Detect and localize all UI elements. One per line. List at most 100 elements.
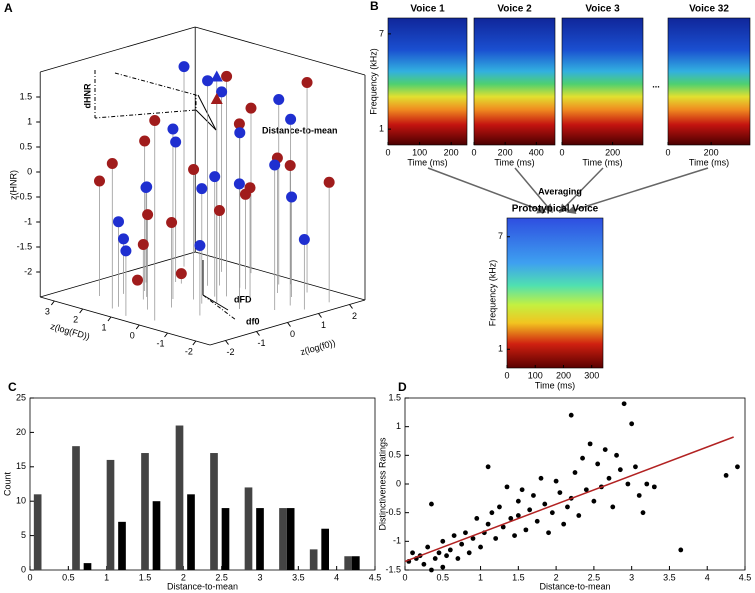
y-tick xyxy=(287,322,291,327)
bar xyxy=(321,528,329,570)
x-tick-label: 4.5 xyxy=(739,572,752,582)
point xyxy=(508,516,514,521)
point xyxy=(166,217,178,228)
x-tick-label: 2 xyxy=(73,314,78,324)
bar xyxy=(309,549,318,570)
point xyxy=(534,518,540,524)
point xyxy=(410,550,415,556)
bar xyxy=(244,487,253,570)
point xyxy=(542,501,548,507)
bar xyxy=(286,508,295,570)
point xyxy=(644,481,650,487)
point xyxy=(447,547,453,553)
spectrogram-image xyxy=(561,17,644,146)
point xyxy=(565,504,570,510)
panel-title: Voice 2 xyxy=(497,4,532,15)
point xyxy=(444,553,449,559)
box-edge xyxy=(40,26,196,73)
panel-label: B xyxy=(370,0,379,13)
bar xyxy=(344,556,352,570)
point xyxy=(239,188,251,200)
bar xyxy=(118,521,126,570)
x-tick-label: 1.5 xyxy=(139,572,152,582)
y-axis-label: Frequency (kHz) xyxy=(368,48,378,115)
point xyxy=(285,113,297,125)
bar xyxy=(141,453,149,570)
x-tick-label: 0 xyxy=(27,572,32,582)
bar xyxy=(256,508,264,570)
point xyxy=(421,561,427,567)
point xyxy=(531,493,536,498)
y-axis-label: z(log(f0)) xyxy=(299,338,336,358)
point xyxy=(497,504,502,510)
x-tick-label: 2 xyxy=(181,572,186,582)
point xyxy=(621,401,627,407)
point xyxy=(440,538,446,544)
point xyxy=(233,178,245,190)
point xyxy=(196,183,208,195)
point xyxy=(636,493,642,498)
point xyxy=(617,467,623,473)
point xyxy=(523,527,529,533)
point xyxy=(113,216,124,228)
spectrogram-image xyxy=(506,217,604,369)
prototype-marker xyxy=(210,70,223,82)
point xyxy=(213,205,225,216)
x-tick-label: 0.5 xyxy=(437,572,450,582)
point xyxy=(678,547,684,553)
point xyxy=(723,473,729,478)
point xyxy=(504,484,510,490)
point xyxy=(139,135,151,147)
y-tick xyxy=(256,331,260,336)
y-tick-label: -0.5 xyxy=(385,507,401,517)
x-tick-label: 4.5 xyxy=(369,572,382,582)
point xyxy=(233,118,245,130)
x-tick-label: 1 xyxy=(478,572,483,582)
point xyxy=(245,102,257,114)
point xyxy=(132,274,144,286)
point xyxy=(451,533,457,538)
point xyxy=(606,475,612,481)
point xyxy=(735,464,740,470)
point xyxy=(323,176,335,188)
annotation: Distance-to-mean xyxy=(262,125,338,135)
bar xyxy=(152,501,161,570)
x-tick xyxy=(107,316,112,322)
point xyxy=(141,181,153,193)
x-tick-label: 200 xyxy=(556,370,571,380)
point xyxy=(221,70,233,82)
point xyxy=(301,77,313,88)
x-axis-label: Time (ms) xyxy=(494,157,534,167)
arrows xyxy=(427,167,709,215)
point xyxy=(175,268,187,280)
x-tick-label: 300 xyxy=(584,370,599,380)
bar xyxy=(187,494,195,570)
x-tick-label: 3 xyxy=(45,306,50,316)
x-tick-label: 200 xyxy=(444,147,459,157)
y-tick-label: -1.5 xyxy=(385,564,401,574)
x-tick-label: 0 xyxy=(504,370,509,380)
point xyxy=(455,556,461,561)
point xyxy=(515,513,521,518)
point xyxy=(142,209,154,221)
point xyxy=(234,127,246,139)
x-tick xyxy=(79,308,84,314)
annotation: df0 xyxy=(246,316,260,326)
y-tick-label: 5 xyxy=(21,530,26,540)
point xyxy=(440,564,446,570)
y-axis-label: Distinctiveness Ratings xyxy=(377,437,387,531)
point xyxy=(614,452,619,458)
point xyxy=(557,490,563,495)
point xyxy=(610,504,616,510)
ellipsis: ... xyxy=(652,79,660,89)
y-tick-label: 0.5 xyxy=(388,450,401,460)
point xyxy=(194,240,206,251)
point xyxy=(561,521,567,527)
x-tick xyxy=(135,324,140,330)
y-tick-label: -1 xyxy=(393,536,401,546)
point xyxy=(425,544,431,550)
point xyxy=(572,470,578,475)
point xyxy=(538,475,544,481)
y-tick-label: 1 xyxy=(498,344,503,354)
point xyxy=(485,464,491,470)
